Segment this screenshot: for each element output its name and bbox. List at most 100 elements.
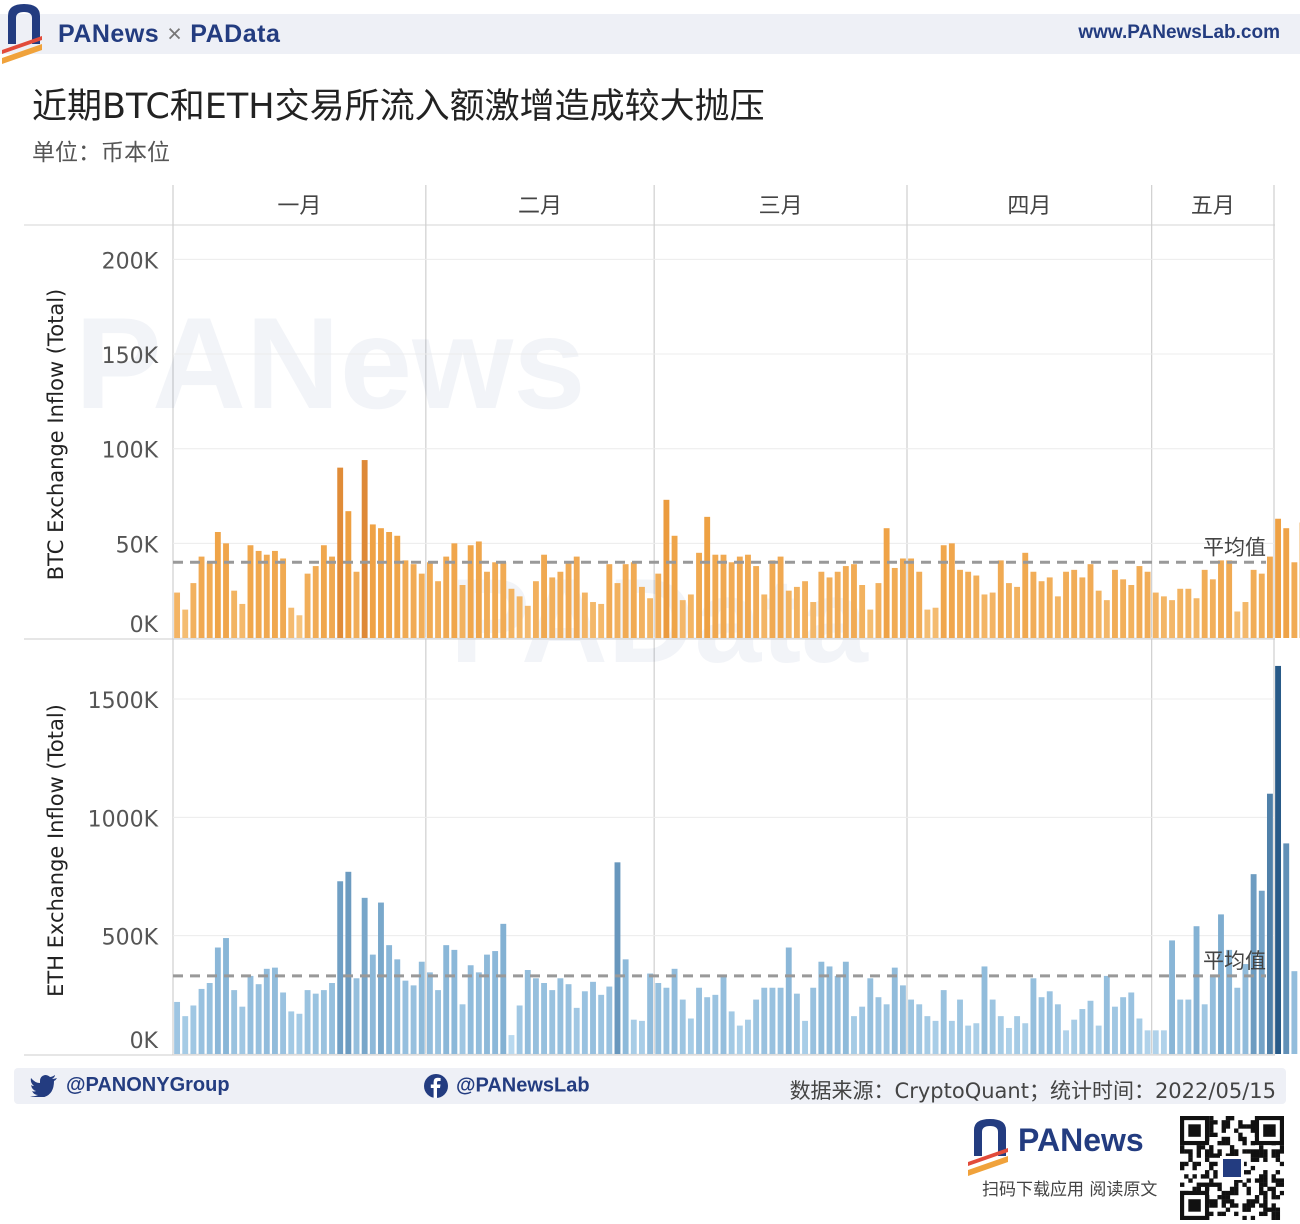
- eth-bar: [1038, 997, 1045, 1054]
- btc-bar: [1054, 596, 1061, 638]
- btc-bar: [859, 585, 866, 638]
- btc-bar: [1152, 592, 1159, 638]
- eth-bar: [1030, 978, 1037, 1054]
- btc-bar: [622, 564, 629, 638]
- btc-bar: [1209, 579, 1216, 638]
- btc-bar: [378, 528, 384, 638]
- eth-bar: [802, 1020, 808, 1054]
- qr-code-icon[interactable]: [1180, 1116, 1284, 1220]
- btc-bar: [614, 583, 621, 638]
- eth-bar: [198, 988, 205, 1054]
- eth-bar: [1054, 1004, 1061, 1054]
- eth-bar: [1209, 975, 1216, 1054]
- btc-bar: [255, 550, 262, 638]
- twitter-handle[interactable]: @PANONYGroup: [30, 1074, 230, 1097]
- btc-bar: [1038, 581, 1045, 638]
- eth-bar: [1136, 1018, 1143, 1054]
- eth-bar: [842, 961, 849, 1054]
- eth-bar: [296, 1013, 303, 1054]
- btc-bar: [418, 573, 425, 638]
- btc-bar: [304, 573, 311, 638]
- watermark-text: PANews: [75, 290, 586, 436]
- btc-bar: [337, 467, 344, 638]
- eth-bar: [1283, 843, 1290, 1054]
- footer-bar: @PANONYGroup @PANewsLab 数据来源：CryptoQuant…: [14, 1068, 1286, 1104]
- eth-bar: [231, 990, 238, 1054]
- eth-bar: [851, 1016, 857, 1054]
- eth-bar: [1152, 1030, 1159, 1054]
- eth-bar: [761, 987, 768, 1054]
- eth-bar: [247, 975, 254, 1054]
- btc-bar: [1242, 602, 1249, 638]
- eth-bar: [647, 973, 654, 1054]
- btc-bar: [671, 535, 678, 638]
- eth-bar: [1079, 1009, 1086, 1054]
- eth-bar: [1006, 1027, 1012, 1054]
- eth-bar: [459, 1004, 466, 1054]
- btc-bar: [891, 567, 898, 638]
- eth-bar: [777, 987, 784, 1054]
- btc-bar: [712, 554, 719, 638]
- eth-bar: [989, 999, 996, 1054]
- btc-bar: [883, 528, 890, 638]
- eth-bar: [810, 987, 817, 1054]
- btc-bar: [916, 571, 923, 638]
- btc-bar: [745, 554, 751, 638]
- eth-bar: [745, 1019, 751, 1054]
- btc-bar: [793, 586, 800, 638]
- eth-bar: [1185, 999, 1192, 1054]
- btc-bar: [981, 594, 988, 638]
- eth-bar: [484, 954, 490, 1054]
- btc-bar: [223, 543, 229, 638]
- eth-bar: [655, 983, 662, 1054]
- btc-bar: [932, 607, 939, 638]
- eth-bar: [1226, 949, 1233, 1054]
- eth-bar: [255, 984, 262, 1054]
- eth-bar: [1250, 874, 1257, 1054]
- btc-bar: [508, 588, 515, 638]
- eth-bar: [671, 968, 678, 1054]
- eth-bar: [1103, 975, 1110, 1054]
- facebook-handle[interactable]: @PANewsLab: [424, 1074, 590, 1098]
- eth-bar: [239, 1006, 246, 1054]
- btc-bar: [973, 575, 980, 638]
- eth-bar: [826, 966, 833, 1054]
- eth-bar: [565, 984, 572, 1054]
- eth-bar: [467, 965, 474, 1054]
- eth-bar: [272, 967, 278, 1054]
- eth-bar: [418, 961, 425, 1054]
- btc-bar: [1160, 596, 1167, 638]
- eth-bar: [223, 938, 229, 1054]
- qr-caption: 扫码下载应用 阅读原文: [982, 1180, 1158, 1200]
- btc-bar: [630, 562, 637, 638]
- eth-bar: [426, 972, 433, 1054]
- eth-bar: [981, 966, 988, 1054]
- btc-bar: [410, 564, 417, 638]
- eth-tick-label: 500K: [102, 926, 159, 951]
- btc-bar: [1266, 556, 1273, 638]
- btc-bar: [1177, 588, 1184, 638]
- eth-bar: [263, 968, 270, 1054]
- btc-bar: [802, 581, 808, 638]
- btc-bar: [280, 558, 287, 638]
- eth-bar: [606, 986, 613, 1054]
- eth-bar: [532, 978, 539, 1054]
- btc-bar: [524, 605, 531, 638]
- btc-bar: [492, 562, 499, 638]
- eth-bar: [320, 990, 327, 1054]
- btc-bar: [581, 592, 588, 638]
- btc-bar: [214, 531, 221, 638]
- btc-bar: [1006, 583, 1012, 638]
- website-link[interactable]: www.PANewsLab.com: [1078, 22, 1280, 43]
- btc-bar: [312, 566, 319, 638]
- btc-bar: [1169, 600, 1175, 638]
- btc-bar: [386, 531, 393, 638]
- eth-bar: [549, 990, 556, 1054]
- eth-bar: [834, 975, 841, 1054]
- btc-bar: [1258, 573, 1265, 638]
- btc-bar: [182, 609, 189, 638]
- eth-bar: [736, 1025, 743, 1054]
- btc-bar: [736, 556, 743, 638]
- btc-bar: [875, 583, 882, 638]
- eth-bar: [1169, 940, 1175, 1054]
